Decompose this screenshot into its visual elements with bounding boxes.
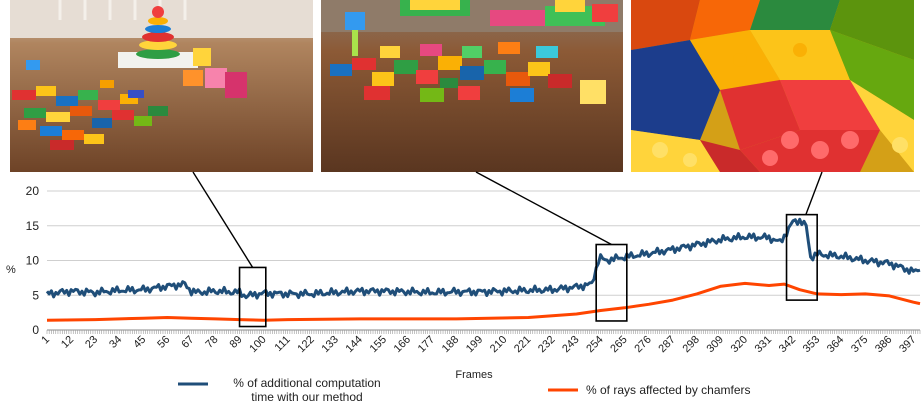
y-tick-label: 5 [32,288,39,302]
x-tick-label: 353 [801,334,822,355]
x-tick-label: 375 [849,334,870,355]
y-tick-label: 0 [32,323,39,337]
x-tick-label: 177 [416,334,437,355]
x-tick-label: 78 [203,334,220,351]
x-tick-label: 265 [608,334,629,355]
x-tick-label: 243 [560,334,581,355]
x-tick-label: 320 [729,334,750,355]
y-tick-label: 15 [26,219,40,233]
gridlines [47,190,920,331]
x-tick-label: 298 [680,334,701,355]
y-tick-label: 10 [26,254,40,268]
y-axis-ticks: 0 5 10 15 20 [26,184,40,337]
x-tick-label: 188 [440,334,461,355]
highlight-box [785,213,818,301]
x-tick-label: 12 [59,334,76,351]
series-computation-time-line [45,217,921,300]
x-tick-label: 199 [464,334,485,355]
x-tick-label: 122 [295,334,316,355]
x-tick-label: 221 [512,334,533,355]
x-tick-label: 276 [632,334,653,355]
scene-closeup-view [631,0,914,172]
legend-label: time with our method [251,390,362,404]
x-tick-label: 155 [368,334,389,355]
x-tick-label: 210 [488,334,509,355]
x-axis-ticks: 1 12 23 34 45 56 67 78 89 100 111 122 133 144 155 166 17… [39,330,921,355]
highlight-boxes [192,171,823,328]
connector-line [192,171,254,268]
x-tick-label: 100 [247,334,268,355]
connector-line [475,171,612,246]
x-tick-label: 397 [897,334,918,355]
y-axis-label: % [6,264,16,276]
series-chamfer-rays-line [46,281,921,322]
x-tick-label: 34 [107,334,124,351]
x-tick-label: 144 [344,334,365,355]
x-tick-label: 342 [777,334,798,355]
x-tick-label: 287 [656,334,677,355]
x-tick-label: 232 [536,334,557,355]
x-tick-label: 364 [825,334,846,355]
x-tick-label: 166 [392,334,413,355]
chart: 0 5 10 15 20 1 12 23 34 45 56 67 78 89 100 111 122 133 14… [6,171,921,404]
connector-line [805,171,823,215]
x-tick-label: 111 [272,334,292,354]
highlight-box [595,243,628,322]
x-tick-label: 56 [155,334,172,351]
x-tick-label: 67 [179,334,196,351]
legend-label: % of additional computation [233,376,380,390]
x-axis-label: Frames [455,369,493,381]
scene-medium-view [321,0,623,172]
series-lines [45,217,921,322]
x-tick-label: 45 [131,334,148,351]
x-tick-label: 331 [753,334,774,355]
x-tick-label: 133 [319,334,340,355]
y-tick-label: 20 [26,184,40,198]
x-tick-label: 1 [39,334,52,347]
x-tick-label: 89 [228,334,245,351]
legend-label: % of rays affected by chamfers [586,383,751,397]
x-tick-label: 309 [705,334,726,355]
x-tick-label: 386 [873,334,894,355]
x-tick-label: 23 [83,334,100,351]
x-tick-label: 254 [584,334,605,355]
scene-wide-view [10,0,313,172]
